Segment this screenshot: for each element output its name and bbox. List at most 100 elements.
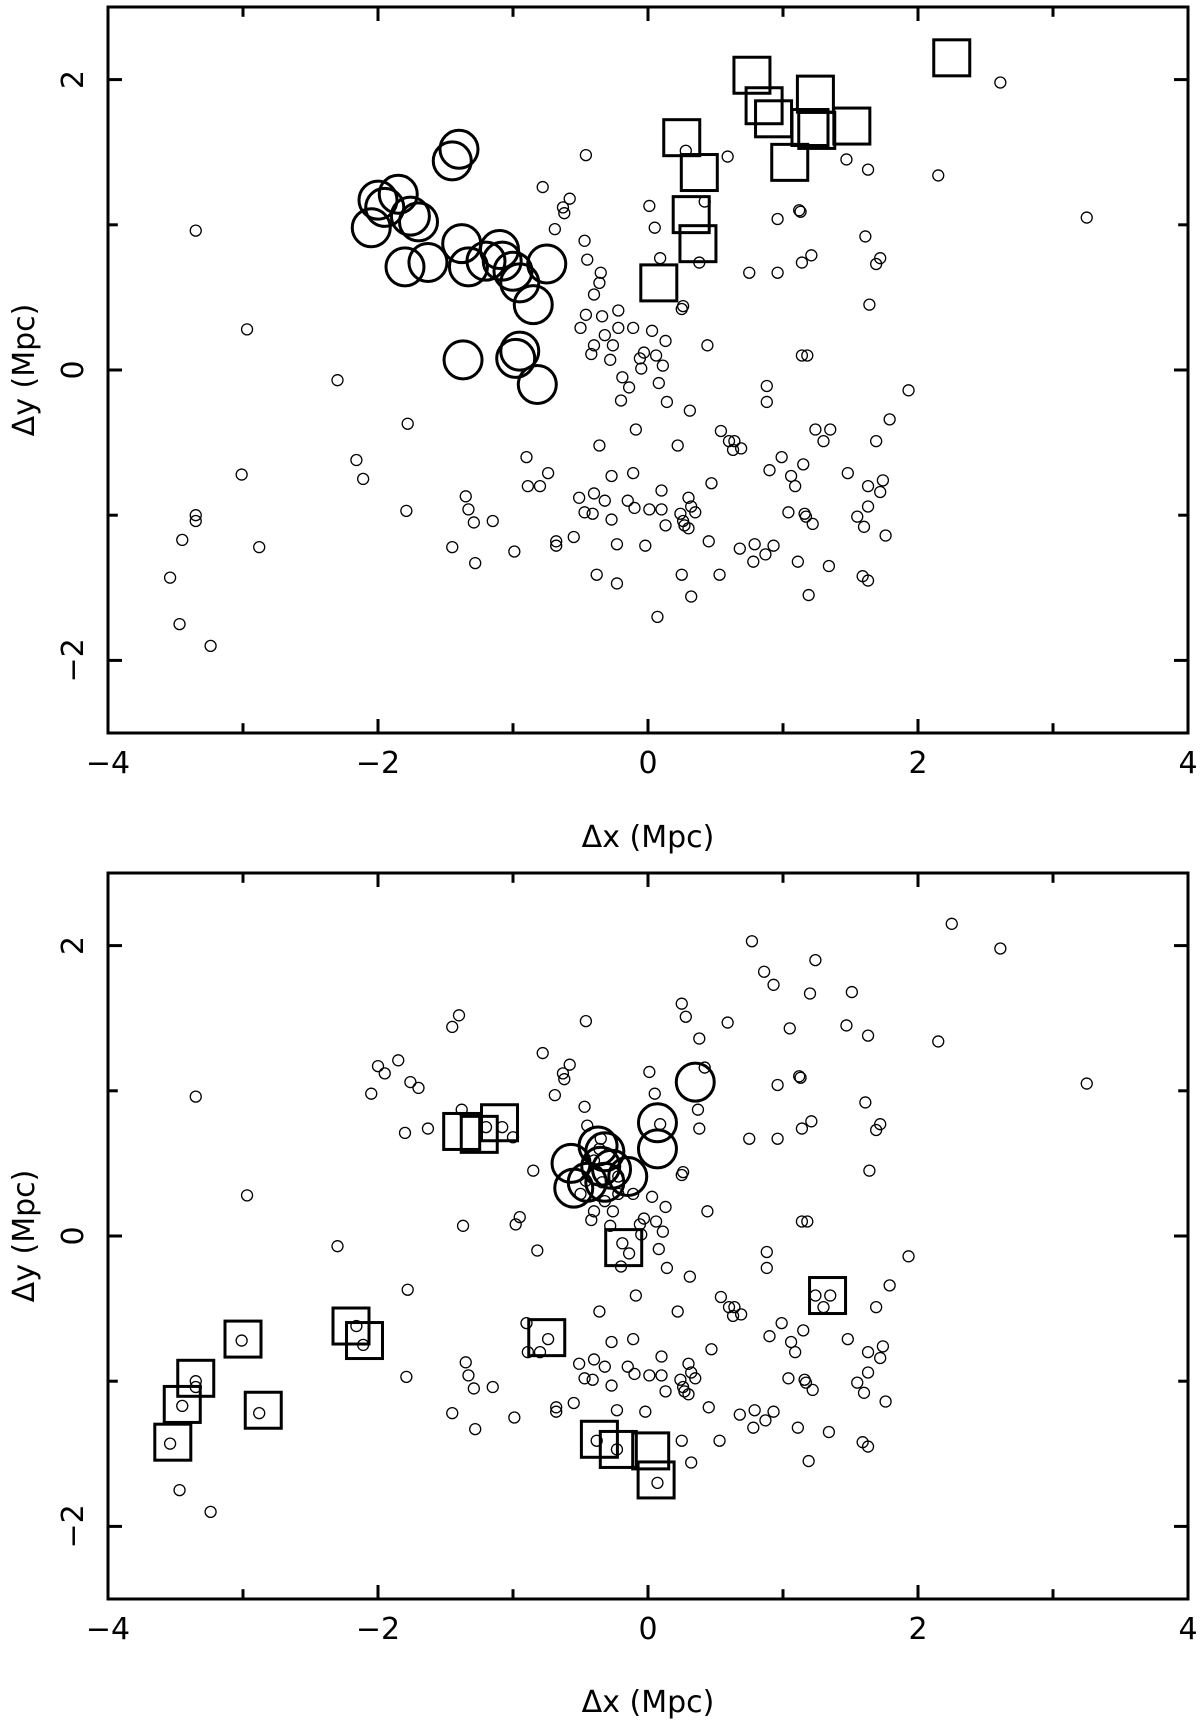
galaxy-point <box>621 494 634 507</box>
circle-group-point <box>442 339 484 381</box>
galaxy-point <box>675 1434 688 1447</box>
galaxy-point <box>587 1205 601 1218</box>
galaxy-point <box>614 394 628 407</box>
galaxy-point <box>654 252 667 265</box>
galaxy-point <box>598 494 611 507</box>
galaxy-point <box>945 917 958 930</box>
galaxy-point <box>861 1346 875 1359</box>
galaxy-point <box>652 376 665 390</box>
lower-plot-frame <box>106 871 1190 1601</box>
galaxy-point <box>421 1122 435 1135</box>
galaxy-point <box>467 516 481 529</box>
galaxy-point <box>721 150 734 163</box>
galaxy-point <box>817 434 830 448</box>
galaxy-point <box>794 1071 807 1084</box>
galaxy-point <box>994 76 1007 89</box>
circle-group-point <box>674 1061 716 1103</box>
galaxy-point <box>590 1434 603 1447</box>
galaxy-point <box>469 1422 482 1436</box>
galaxy-point <box>173 617 186 631</box>
galaxy-point <box>702 1401 715 1414</box>
galaxy-point <box>412 1081 425 1095</box>
galaxy-point <box>550 1405 563 1418</box>
galaxy-point <box>400 504 413 517</box>
galaxy-point <box>728 1300 741 1314</box>
galaxy-point <box>932 1035 945 1048</box>
galaxy-point <box>675 568 688 581</box>
galaxy-point <box>874 485 887 499</box>
galaxy-point <box>861 1366 875 1379</box>
galaxy-point <box>587 288 601 301</box>
circle-group-point <box>499 262 541 304</box>
galaxy-point <box>189 224 202 237</box>
galaxy-point <box>520 450 533 464</box>
upper-x-axis-title: Δx (Mpc) <box>582 820 715 855</box>
galaxy-point <box>550 535 563 548</box>
galaxy-point <box>683 404 696 417</box>
galaxy-point <box>513 1210 526 1224</box>
galaxy-point <box>235 468 248 481</box>
galaxy-point <box>747 555 760 568</box>
galaxy-point <box>771 1132 784 1145</box>
circle-group-point <box>495 337 537 379</box>
galaxy-point <box>401 417 414 430</box>
galaxy-point <box>508 1411 521 1424</box>
galaxy-point <box>550 1401 563 1414</box>
galaxy-point <box>548 1089 561 1102</box>
galaxy-point <box>861 500 875 513</box>
galaxy-point <box>805 249 818 262</box>
circle-group-point <box>499 330 541 372</box>
square-group-point <box>459 1114 499 1154</box>
galaxy-point <box>587 487 601 500</box>
galaxy-point <box>533 480 547 493</box>
galaxy-point <box>801 349 814 362</box>
y-tick-label: 2 <box>56 70 91 89</box>
galaxy-point <box>459 1356 472 1369</box>
galaxy-point <box>579 1014 593 1028</box>
galaxy-point <box>558 207 571 220</box>
x-tick-label: −4 <box>86 746 130 781</box>
x-tick-label: 2 <box>908 746 927 781</box>
galaxy-point <box>809 1289 822 1302</box>
galaxy-point <box>331 1240 344 1253</box>
galaxy-point <box>682 1388 695 1401</box>
galaxy-point <box>733 542 746 555</box>
galaxy-point <box>675 997 688 1010</box>
circle-group-point <box>636 1128 678 1170</box>
galaxy-point <box>605 513 618 526</box>
galaxy-point <box>606 339 620 352</box>
galaxy-point <box>365 1087 378 1100</box>
galaxy-point <box>876 1340 890 1353</box>
galaxy-point <box>705 1343 718 1356</box>
galaxy-point <box>621 1360 634 1373</box>
galaxy-point <box>799 1376 813 1389</box>
circle-group-point <box>553 1167 595 1209</box>
galaxy-point <box>656 359 669 372</box>
galaxy-point <box>682 491 695 504</box>
galaxy-point <box>573 1357 586 1370</box>
galaxy-point <box>587 1353 601 1366</box>
galaxy-point <box>760 1245 773 1259</box>
galaxy-point <box>784 469 798 483</box>
galaxy-point <box>851 1376 864 1389</box>
square-group-point <box>808 1276 848 1316</box>
y-tick-label: −2 <box>56 638 91 682</box>
galaxy-point <box>520 1316 533 1330</box>
galaxy-point <box>606 1205 620 1218</box>
galaxy-point <box>645 324 659 337</box>
lower-y-axis-title: Δy (Mpc) <box>7 1170 42 1303</box>
square-group-point <box>243 1390 283 1430</box>
galaxy-point <box>204 1505 217 1519</box>
galaxy-point <box>176 1399 189 1413</box>
galaxy-point <box>760 395 773 409</box>
circle-group-point <box>384 246 426 288</box>
galaxy-point <box>404 1075 417 1089</box>
galaxy-point <box>691 1103 705 1116</box>
galaxy-point <box>659 1385 672 1398</box>
galaxy-point <box>841 466 854 480</box>
galaxy-point <box>459 490 472 503</box>
square-group-point <box>598 1429 638 1469</box>
galaxy-point <box>698 1061 711 1074</box>
galaxy-point <box>802 588 815 602</box>
